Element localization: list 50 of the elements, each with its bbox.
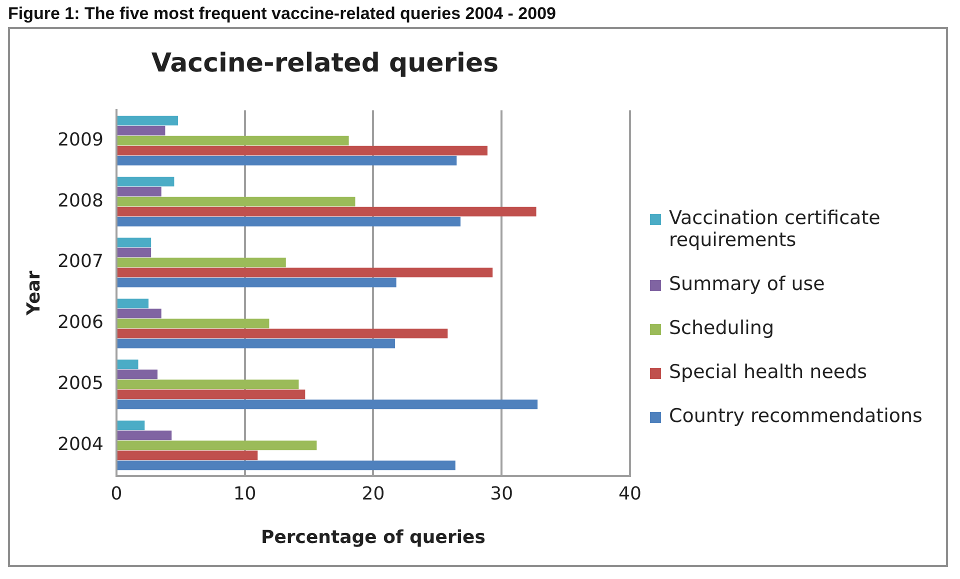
bar [117,430,172,440]
bar [117,146,488,156]
chart-title: Vaccine-related queries [151,48,499,78]
bar [117,116,178,126]
x-tick-label: 30 [490,483,514,504]
bar [117,278,396,288]
bar [117,156,457,166]
y-tick-label: 2006 [58,312,104,334]
x-tick-label: 10 [233,483,256,504]
bar [117,450,258,460]
x-tick-label: 0 [110,483,122,504]
bar [117,206,536,216]
legend-label: Vaccination certificate requirements [669,207,882,251]
bar [117,318,270,328]
caption: Figure 1: The five most frequent vaccine-related queries 2004 - 2009 [8,4,557,24]
legend-label: Country recommendations [669,405,922,427]
y-tick-label: 2009 [58,129,104,150]
y-axis-title: Year [23,270,44,316]
bar [117,420,145,430]
x-tick-label: 40 [618,483,642,504]
bar [117,390,306,400]
legend-label: Summary of use [669,273,825,295]
bar [117,238,152,248]
bar [117,308,162,318]
bar [117,380,299,390]
legend-label: Scheduling [669,317,774,339]
bar [117,186,162,196]
bar [117,136,349,146]
bar [117,328,448,338]
bar [117,400,538,410]
bar [117,338,396,348]
x-tick-label: 20 [362,483,385,504]
y-tick-label: 2005 [58,373,104,394]
x-axis-title: Percentage of queries [260,526,486,548]
bar [117,196,356,206]
bar [117,176,174,186]
bar [117,360,138,370]
bar [117,370,158,380]
bar [117,460,456,470]
y-tick-label: 2004 [58,434,104,456]
bar [117,216,461,226]
bar [117,268,493,278]
y-tick-label: 2007 [58,251,104,272]
y-tick-label: 2008 [58,190,104,212]
bar [117,440,317,450]
bar [117,248,152,258]
bar [117,258,286,268]
legend-label: Special health needs [669,361,868,383]
bar [117,298,149,308]
bar [117,126,166,136]
